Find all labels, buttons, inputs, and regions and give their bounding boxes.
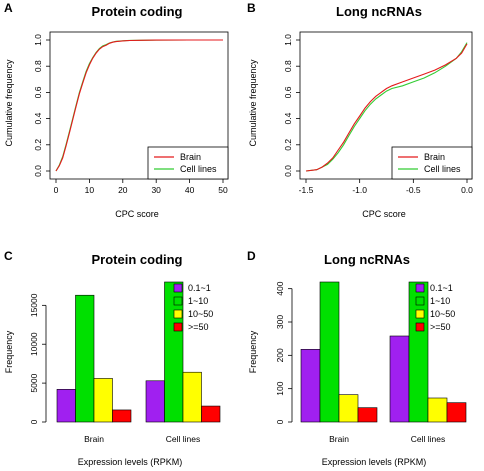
x-axis-label-d: Expression levels (RPKM) bbox=[322, 457, 427, 467]
bar-d-brain-2 bbox=[338, 394, 359, 423]
bar-d-cell-lines-0 bbox=[389, 335, 410, 423]
y-tick-label-a: 0.0 bbox=[33, 165, 43, 177]
y-tick-label-a: 0.8 bbox=[33, 60, 43, 72]
bar-c-brain-0 bbox=[56, 389, 76, 423]
bar-d-brain-0 bbox=[300, 349, 321, 423]
y-tick-label-b: 0.8 bbox=[283, 60, 293, 72]
y-tick-label-b: 0.6 bbox=[283, 86, 293, 98]
y-tick-label-a: 1.0 bbox=[33, 34, 43, 46]
panel-label-d: D bbox=[247, 249, 256, 263]
plot-frame-b bbox=[299, 31, 473, 180]
legend-label-c: 0.1~1 bbox=[188, 283, 211, 293]
legend-swatch-d bbox=[415, 283, 425, 293]
series-line-b-brain bbox=[305, 43, 468, 172]
legend-swatch-c bbox=[173, 322, 183, 332]
x-tick-label-a: 0 bbox=[54, 185, 59, 195]
y-tick-label-c: 10000 bbox=[29, 332, 39, 356]
bar-d-cell-lines-3 bbox=[446, 402, 467, 423]
x-tick-label-b: -1.0 bbox=[352, 185, 367, 195]
y-tick-label-d: 400 bbox=[275, 281, 285, 295]
y-axis-label-d: Frequency bbox=[248, 330, 258, 373]
panel-label-b: B bbox=[247, 1, 256, 15]
x-tick-label-a: 20 bbox=[118, 185, 128, 195]
x-tick-label-b: -1.5 bbox=[299, 185, 314, 195]
legend-label-b: Brain bbox=[424, 152, 445, 162]
bar-d-brain-3 bbox=[357, 407, 378, 423]
legend-label-b: Cell lines bbox=[424, 164, 461, 174]
bar-d-brain-1 bbox=[319, 281, 340, 423]
y-tick-label-a: 0.2 bbox=[33, 139, 43, 151]
legend-label-c: 10~50 bbox=[188, 309, 213, 319]
legend-label-a: Cell lines bbox=[180, 164, 217, 174]
bar-d-cell-lines-2 bbox=[427, 397, 448, 423]
y-tick-label-b: 0.0 bbox=[283, 165, 293, 177]
category-label-c: Cell lines bbox=[166, 434, 201, 444]
x-tick-label-a: 50 bbox=[218, 185, 228, 195]
panel-label-a: A bbox=[4, 1, 13, 15]
legend-label-c: 1~10 bbox=[188, 296, 208, 306]
y-tick-label-b: 1.0 bbox=[283, 34, 293, 46]
plot-frame-a bbox=[49, 31, 229, 180]
panel-label-c: C bbox=[4, 249, 13, 263]
y-tick-label-d: 300 bbox=[275, 315, 285, 329]
x-tick-label-b: 0.0 bbox=[461, 185, 473, 195]
legend-label-c: >=50 bbox=[188, 322, 209, 332]
panel-title-a: Protein coding bbox=[92, 4, 183, 19]
category-label-d: Cell lines bbox=[411, 434, 446, 444]
y-axis-label-b: Cumulative frequency bbox=[248, 59, 258, 147]
y-tick-label-d: 0 bbox=[275, 419, 285, 424]
legend-label-d: 0.1~1 bbox=[430, 283, 453, 293]
legend-box-a bbox=[147, 146, 229, 180]
x-tick-label-a: 10 bbox=[85, 185, 95, 195]
y-tick-label-a: 0.4 bbox=[33, 112, 43, 124]
legend-box-b bbox=[391, 146, 473, 180]
legend-label-d: 10~50 bbox=[430, 309, 455, 319]
x-axis-label-c: Expression levels (RPKM) bbox=[78, 457, 183, 467]
series-line-a-brain bbox=[55, 39, 223, 172]
y-axis-label-c: Frequency bbox=[4, 330, 14, 373]
category-label-d: Brain bbox=[329, 434, 349, 444]
legend-swatch-d bbox=[415, 322, 425, 332]
bar-c-cell-lines-3 bbox=[201, 405, 221, 423]
legend-label-d: 1~10 bbox=[430, 296, 450, 306]
legend-swatch-d bbox=[415, 296, 425, 306]
y-tick-label-a: 0.6 bbox=[33, 86, 43, 98]
legend-label-d: >=50 bbox=[430, 322, 451, 332]
y-tick-label-d: 200 bbox=[275, 348, 285, 362]
panel-title-b: Long ncRNAs bbox=[336, 4, 422, 19]
y-tick-label-c: 0 bbox=[29, 419, 39, 424]
y-tick-label-b: 0.2 bbox=[283, 139, 293, 151]
x-axis-label-a: CPC score bbox=[115, 209, 159, 219]
x-axis-label-b: CPC score bbox=[362, 209, 406, 219]
x-tick-label-a: 40 bbox=[185, 185, 195, 195]
x-tick-label-b: -0.5 bbox=[406, 185, 421, 195]
y-axis-label-a: Cumulative frequency bbox=[4, 59, 14, 147]
legend-swatch-c bbox=[173, 309, 183, 319]
bar-c-cell-lines-0 bbox=[145, 380, 165, 423]
y-tick-label-c: 15000 bbox=[29, 293, 39, 317]
panel-title-d: Long ncRNAs bbox=[324, 252, 410, 267]
legend-swatch-d bbox=[415, 309, 425, 319]
bar-c-brain-3 bbox=[112, 409, 132, 423]
legend-swatch-c bbox=[173, 283, 183, 293]
bar-c-brain-2 bbox=[93, 378, 113, 423]
legend-swatch-c bbox=[173, 296, 183, 306]
panel-title-c: Protein coding bbox=[92, 252, 183, 267]
y-tick-label-c: 5000 bbox=[29, 373, 39, 392]
bar-c-cell-lines-2 bbox=[182, 371, 202, 423]
y-tick-label-b: 0.4 bbox=[283, 112, 293, 124]
y-tick-label-d: 100 bbox=[275, 381, 285, 395]
bar-c-brain-1 bbox=[75, 294, 95, 423]
category-label-c: Brain bbox=[84, 434, 104, 444]
series-line-b-cell-lines bbox=[305, 42, 468, 172]
x-tick-label-a: 30 bbox=[151, 185, 161, 195]
legend-label-a: Brain bbox=[180, 152, 201, 162]
